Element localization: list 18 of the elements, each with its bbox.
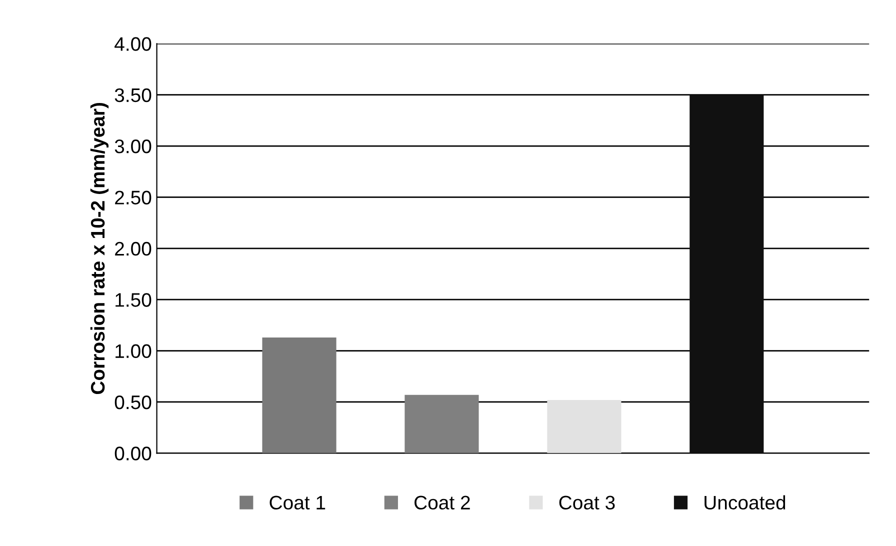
legend-label: Uncoated: [704, 495, 786, 510]
y-tick-label: 0.00: [114, 446, 152, 460]
y-tick-label: 3.00: [114, 140, 152, 154]
bar: [404, 394, 479, 454]
y-tick-label: 1.00: [116, 344, 152, 358]
legend-label: Coat 1: [270, 496, 326, 510]
bar: [262, 337, 336, 454]
y-tick-label: 2.50: [115, 190, 152, 204]
y-tick-label: 3.50: [114, 88, 152, 102]
y-tick-label: 2.00: [115, 242, 152, 256]
y-tick-label: 1.50: [116, 293, 152, 307]
y-tick-label: 0.50: [114, 395, 152, 410]
y-axis-title: Corrosion rate x 10-2 (mm/year): [90, 102, 109, 394]
legend-label: Coat 2: [414, 496, 470, 510]
bar: [690, 94, 764, 454]
y-tick-label: 4.00: [114, 37, 152, 51]
legend-label: Coat 3: [559, 496, 615, 510]
bar: [547, 400, 622, 454]
